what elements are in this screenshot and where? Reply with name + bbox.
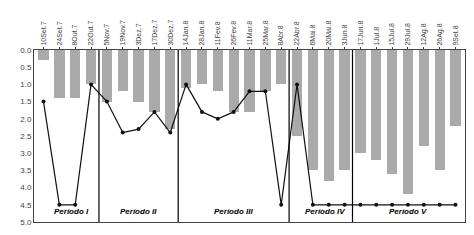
svg-text:9Set.8: 9Set.8 bbox=[452, 25, 459, 45]
svg-text:8Out.7: 8Out.7 bbox=[71, 24, 78, 45]
svg-text:3.0: 3.0 bbox=[20, 149, 32, 158]
svg-text:30Dez.7: 30Dez.7 bbox=[167, 19, 174, 45]
svg-text:14Jan.8: 14Jan.8 bbox=[182, 21, 189, 46]
svg-text:2.0: 2.0 bbox=[20, 115, 32, 124]
svg-text:26Ag.8: 26Ag.8 bbox=[436, 23, 444, 45]
svg-text:1.5: 1.5 bbox=[20, 97, 32, 106]
svg-text:5Nov.7: 5Nov.7 bbox=[103, 24, 110, 46]
svg-text:10Set.7: 10Set.7 bbox=[40, 21, 47, 45]
svg-text:1Jul.8: 1Jul.8 bbox=[373, 27, 380, 46]
svg-text:12Ag.8: 12Ag.8 bbox=[420, 23, 428, 45]
svg-text:6Mai.8: 6Mai.8 bbox=[309, 24, 316, 45]
svg-text:8Abr.8: 8Abr.8 bbox=[277, 25, 284, 45]
svg-text:1.0: 1.0 bbox=[20, 80, 32, 89]
svg-text:0.0: 0.0 bbox=[20, 46, 32, 55]
svg-text:11Fev.8: 11Fev.8 bbox=[214, 21, 221, 45]
svg-text:Período III: Período III bbox=[214, 207, 253, 216]
svg-text:15Jul.8: 15Jul.8 bbox=[388, 23, 395, 46]
svg-text:29Jul.8: 29Jul.8 bbox=[404, 23, 411, 46]
svg-text:Período I: Período I bbox=[54, 207, 89, 216]
svg-text:25Mar.8: 25Mar.8 bbox=[262, 20, 269, 45]
svg-text:28Jan.8: 28Jan.8 bbox=[198, 21, 205, 46]
svg-text:Período IV: Período IV bbox=[305, 207, 345, 216]
svg-text:22Out.7: 22Out.7 bbox=[87, 21, 94, 46]
svg-text:17Dez.7: 17Dez.7 bbox=[151, 19, 158, 45]
svg-text:3Dez.7: 3Dez.7 bbox=[135, 23, 142, 45]
svg-text:Período II: Período II bbox=[120, 207, 157, 216]
svg-text:20Mai.8: 20Mai.8 bbox=[325, 21, 332, 46]
svg-text:Período V: Período V bbox=[389, 207, 427, 216]
svg-text:24Set.7: 24Set.7 bbox=[56, 21, 63, 45]
svg-text:11Mar.8: 11Mar.8 bbox=[246, 21, 253, 46]
svg-text:19Nov.7: 19Nov.7 bbox=[119, 20, 126, 46]
svg-text:3.5: 3.5 bbox=[20, 166, 32, 175]
svg-text:2.5: 2.5 bbox=[20, 132, 32, 141]
svg-text:4.0: 4.0 bbox=[20, 183, 32, 192]
svg-text:3Jun.8: 3Jun.8 bbox=[341, 24, 348, 45]
svg-text:26Fev.8: 26Fev.8 bbox=[230, 21, 237, 46]
svg-text:0.5: 0.5 bbox=[20, 63, 32, 72]
svg-text:4.5: 4.5 bbox=[20, 201, 32, 210]
svg-text:17Jun.8: 17Jun.8 bbox=[357, 21, 364, 46]
svg-text:22Abr.8: 22Abr.8 bbox=[293, 21, 300, 45]
svg-text:5.0: 5.0 bbox=[20, 218, 32, 227]
